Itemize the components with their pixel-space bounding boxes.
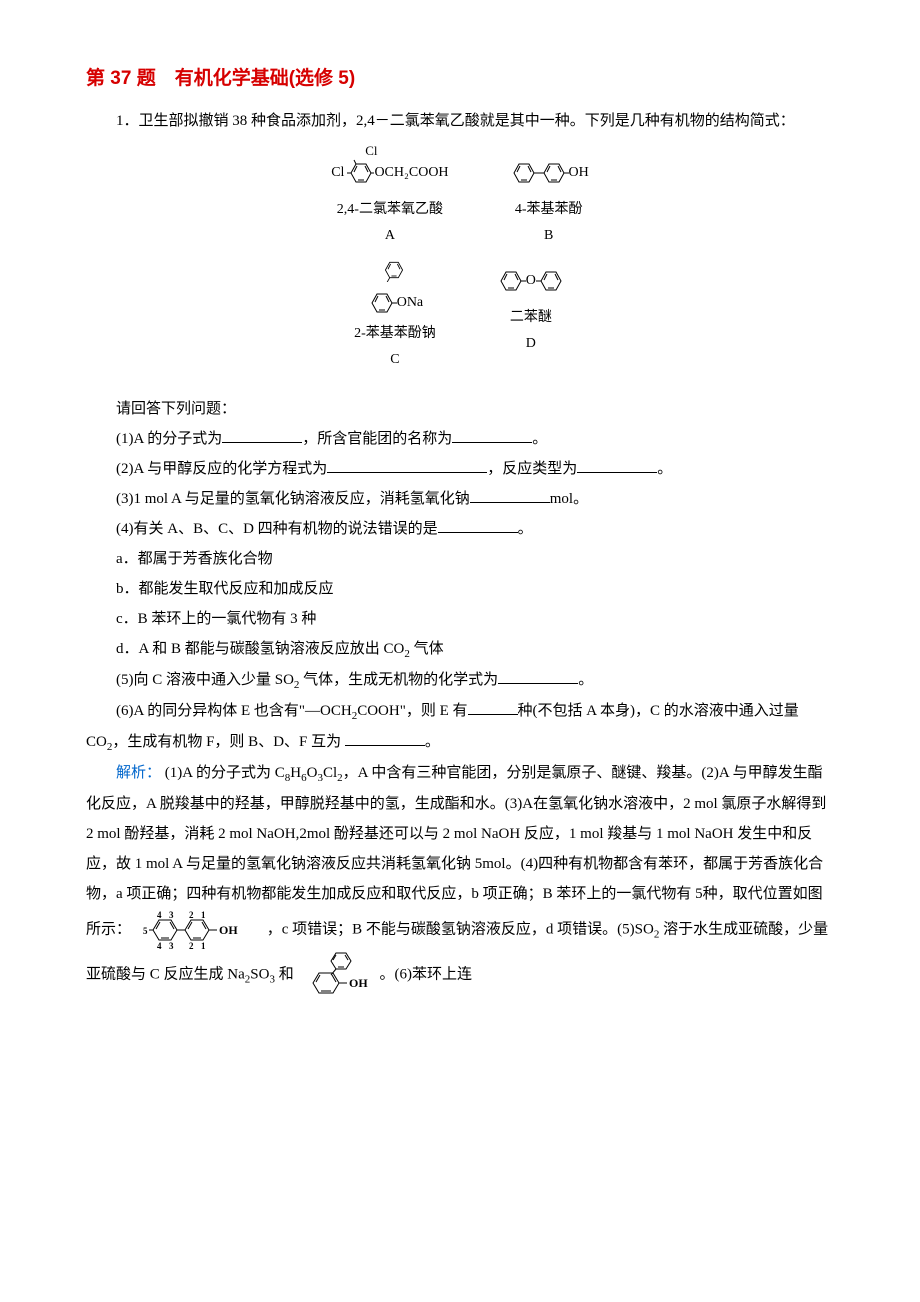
blank	[470, 484, 550, 503]
label-d-mid: O	[526, 267, 536, 295]
option-b: b．都能发生取代反应和加成反应	[86, 574, 834, 604]
blank	[468, 696, 518, 715]
blank	[577, 454, 657, 473]
q5-text-c: 。	[578, 672, 593, 688]
structure-b: OH 4-苯基苯酚 B	[509, 152, 589, 250]
question-3: (3)1 mol A 与足量的氢氧化钠溶液反应，消耗氢氧化钠 mol。	[86, 484, 834, 514]
opt-d-b: 气体	[410, 641, 444, 657]
svg-text:2: 2	[189, 941, 194, 951]
molecule-c: ONa	[367, 260, 423, 318]
benzene-ring-icon	[367, 289, 397, 317]
q1-text-c: 。	[532, 431, 547, 447]
q5-text-b: 气体，生成无机物的化学式为	[299, 672, 498, 688]
ans-1c: O	[307, 765, 318, 781]
option-c: c．B 苯环上的一氯代物有 3 种	[86, 604, 834, 634]
figure-row-1: Cl Cl OCH₂COOH 2,4-二氯苯氧乙酸 A	[86, 152, 834, 250]
ans-2a: ，c 项错误；B 不能与碳酸氢钠溶液反应，d 项错误。(5)SO	[267, 921, 654, 937]
label-cl-top: Cl	[365, 138, 377, 164]
q6-text-a: (6)A 的同分异构体 E 也含有"—OCH	[116, 703, 352, 719]
q1-text-a: (1)A 的分子式为	[116, 431, 222, 447]
svg-text:4: 4	[157, 941, 162, 951]
q6-text-b: COOH"，则 E 有	[357, 703, 467, 719]
option-a: a．都属于芳香族化合物	[86, 544, 834, 574]
blank	[345, 727, 425, 746]
blank	[452, 424, 532, 443]
caption-d: 二苯醚	[510, 304, 552, 332]
q2-text-b: ，反应类型为	[487, 461, 577, 477]
inline-biphenyl-numbered: 5 43 43 21 21 OH	[141, 909, 261, 951]
ans-1a: (1)A 的分子式为 C	[161, 765, 285, 781]
ans-1d: Cl	[323, 765, 337, 781]
structure-c: ONa 2-苯基苯酚钠 C	[354, 260, 436, 374]
molecule-a: Cl Cl OCH₂COOH	[331, 152, 448, 194]
q4-text-a: (4)有关 A、B、C、D 四种有机物的说法错误的是	[116, 521, 438, 537]
intro-paragraph: 1．卫生部拟撤销 38 种食品添加剂，2,4－二氯苯氧乙酸就是其中一种。下列是几…	[86, 106, 834, 136]
q1-text-b: ，所含官能团的名称为	[302, 431, 452, 447]
blank	[222, 424, 302, 443]
question-6: (6)A 的同分异构体 E 也含有"—OCH2COOH"，则 E 有种(不包括 …	[86, 696, 834, 758]
benzene-ring-icon	[539, 159, 569, 187]
prompt-line: 请回答下列问题：	[86, 394, 834, 424]
inline-biphenyl-oh: OH	[303, 951, 373, 999]
figure-row-2: ONa 2-苯基苯酚钠 C O	[86, 260, 834, 374]
letter-b: B	[544, 222, 553, 250]
q4-text-b: 。	[518, 521, 533, 537]
label-a-right: OCH₂COOH	[374, 159, 448, 187]
letter-c: C	[390, 346, 399, 374]
molecule-b: OH	[509, 152, 589, 194]
letter-a: A	[385, 222, 395, 250]
benzene-ring-icon	[536, 267, 566, 295]
q2-text-a: (2)A 与甲醇反应的化学方程式为	[116, 461, 327, 477]
svg-text:3: 3	[169, 941, 174, 951]
svg-text:OH: OH	[349, 976, 368, 990]
question-title: 第 37 题 有机化学基础(选修 5)	[86, 60, 834, 98]
benzene-ring-icon	[381, 258, 411, 286]
ans-2d: 和	[275, 966, 294, 982]
label-c-right: ONa	[397, 289, 423, 317]
svg-text:1: 1	[201, 941, 206, 951]
caption-c: 2-苯基苯酚钠	[354, 320, 436, 348]
q2-text-c: 。	[657, 461, 672, 477]
analysis-paragraph: 解析： (1)A 的分子式为 C8H6O3Cl2，A 中含有三种官能团，分别是氯…	[86, 758, 834, 999]
structure-figures: Cl Cl OCH₂COOH 2,4-二氯苯氧乙酸 A	[86, 152, 834, 374]
label-b-right: OH	[569, 159, 589, 187]
svg-text:4: 4	[157, 910, 162, 920]
molecule-d: O	[496, 260, 566, 302]
svg-text:1: 1	[201, 910, 206, 920]
q3-text-b: mol。	[550, 491, 588, 507]
question-5: (5)向 C 溶液中通入少量 SO2 气体，生成无机物的化学式为。	[86, 665, 834, 696]
opt-d-a: d．A 和 B 都能与碳酸氢钠溶液反应放出 CO	[116, 641, 404, 657]
question-1: (1)A 的分子式为 ，所含官能团的名称为 。	[86, 424, 834, 454]
q3-text-a: (3)1 mol A 与足量的氢氧化钠溶液反应，消耗氢氧化钠	[116, 491, 470, 507]
structure-d: O 二苯醚 D	[496, 260, 566, 374]
blank	[327, 454, 487, 473]
ans-2c: SO	[250, 966, 269, 982]
benzene-ring-icon	[496, 267, 526, 295]
label-cl-left: Cl	[331, 159, 344, 187]
blank	[498, 665, 578, 684]
svg-text:3: 3	[169, 910, 174, 920]
structure-a: Cl Cl OCH₂COOH 2,4-二氯苯氧乙酸 A	[331, 152, 448, 250]
ans-1b: H	[290, 765, 301, 781]
svg-text:5: 5	[143, 926, 148, 936]
question-4: (4)有关 A、B、C、D 四种有机物的说法错误的是 。	[86, 514, 834, 544]
q6-text-e: 。	[425, 734, 440, 750]
caption-a: 2,4-二氯苯氧乙酸	[337, 196, 443, 224]
question-2: (2)A 与甲醇反应的化学方程式为 ，反应类型为 。	[86, 454, 834, 484]
q6-text-d: ，生成有机物 F，则 B、D、F 互为	[112, 734, 345, 750]
q5-text-a: (5)向 C 溶液中通入少量 SO	[116, 672, 294, 688]
analysis-label: 解析：	[116, 765, 161, 781]
benzene-ring-icon	[509, 159, 539, 187]
ans-2e: 。(6)苯环上连	[379, 966, 472, 982]
caption-b: 4-苯基苯酚	[515, 196, 583, 224]
letter-d: D	[526, 330, 536, 358]
inline-oh-text: OH	[219, 923, 238, 937]
option-d: d．A 和 B 都能与碳酸氢钠溶液反应放出 CO2 气体	[86, 634, 834, 665]
svg-text:2: 2	[189, 910, 194, 920]
blank	[438, 514, 518, 533]
